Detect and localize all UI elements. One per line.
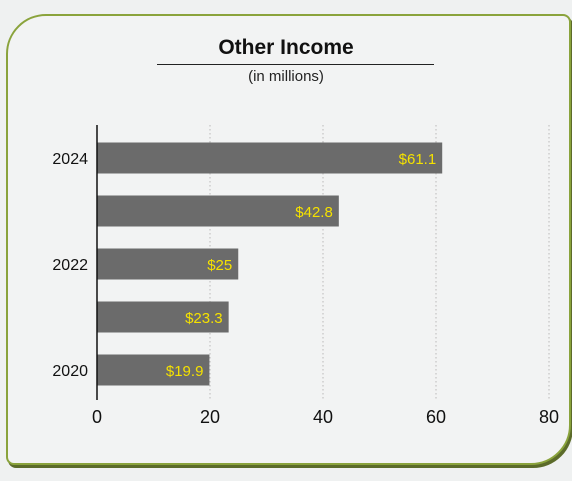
y-tick-label: 2024 (52, 151, 88, 168)
bar (97, 354, 210, 386)
chart-subtitle: (in millions) (248, 68, 324, 85)
y-tick-label: 2022 (52, 257, 88, 274)
bar (97, 301, 229, 333)
chart-title: Other Income (218, 36, 354, 59)
x-tick-label: 40 (313, 407, 333, 427)
bar (97, 142, 443, 174)
y-tick-label: 2020 (52, 363, 88, 380)
bar (97, 248, 239, 280)
data-label: $25 (207, 257, 232, 274)
title-underline (157, 64, 434, 65)
chart-card (6, 14, 571, 465)
x-tick-label: 80 (539, 407, 559, 427)
x-tick-label: 60 (426, 407, 446, 427)
x-tick-label: 0 (92, 407, 102, 427)
bar (97, 195, 339, 227)
data-label: $23.3 (185, 310, 223, 327)
data-label: $42.8 (295, 204, 333, 221)
data-label: $61.1 (399, 151, 437, 168)
x-tick-label: 20 (200, 407, 220, 427)
data-label: $19.9 (166, 363, 204, 380)
